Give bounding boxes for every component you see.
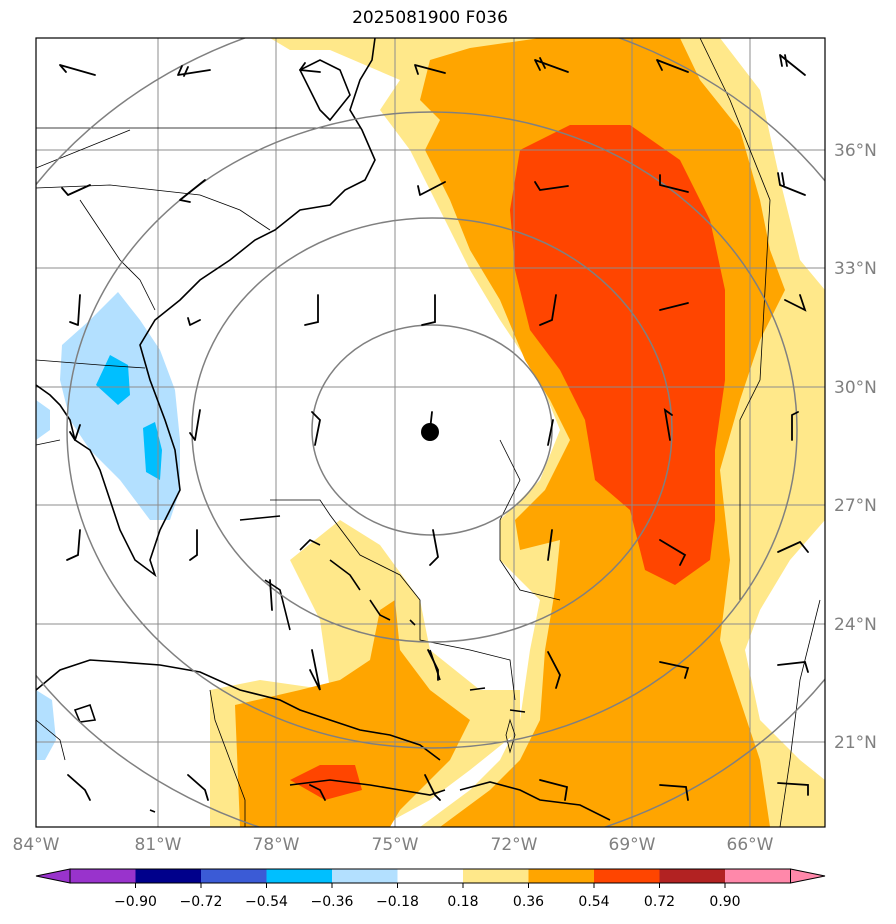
- colorbar-swatch: [463, 869, 529, 883]
- map-plot-area: [36, 38, 825, 827]
- lon-tick-label: 84°W: [13, 835, 60, 855]
- colorbar-label: 0.90: [709, 894, 740, 910]
- colorbar-swatch: [659, 869, 725, 883]
- colorbar-label: −0.18: [376, 894, 419, 910]
- lon-tick-label: 72°W: [491, 835, 538, 855]
- colorbar-label: −0.36: [311, 894, 354, 910]
- colorbar-swatch: [397, 869, 463, 883]
- colorbar-under-triangle: [35, 868, 71, 884]
- colorbar-label: −0.90: [114, 894, 157, 910]
- lat-tick-labels: 36°N 33°N 30°N 27°N 24°N 21°N: [834, 141, 877, 753]
- anomaly-0.54-fill: [290, 125, 725, 800]
- colorbar-label: −0.54: [245, 894, 288, 910]
- colorbar-swatch: [528, 869, 594, 883]
- colorbar-label: 0.36: [513, 894, 544, 910]
- colorbar-swatch: [594, 869, 660, 883]
- lat-tick-label: 33°N: [834, 259, 877, 279]
- colorbar-label: −0.72: [180, 894, 223, 910]
- colorbar-swatch: [70, 869, 136, 883]
- map-title: 2025081900 F036: [352, 8, 508, 28]
- lat-tick-label: 21°N: [834, 733, 877, 753]
- colorbar-over-triangle: [790, 868, 826, 884]
- anomaly-negative-fill: [36, 292, 180, 760]
- state-borders: [36, 38, 821, 827]
- lon-tick-label: 66°W: [727, 835, 774, 855]
- lat-tick-label: 30°N: [834, 378, 877, 398]
- lon-tick-labels: 84°W 81°W 78°W 75°W 72°W 69°W 66°W: [13, 835, 774, 855]
- colorbar-swatch: [332, 869, 398, 883]
- colorbar-label: 0.54: [578, 894, 609, 910]
- lat-tick-label: 36°N: [834, 141, 877, 161]
- gridlines: [36, 38, 825, 827]
- colorbar-swatch: [201, 869, 267, 883]
- lon-tick-label: 78°W: [253, 835, 300, 855]
- lat-tick-label: 27°N: [834, 496, 877, 516]
- colorbar-label: 0.72: [644, 894, 675, 910]
- lat-tick-label: 24°N: [834, 615, 877, 635]
- colorbar-swatch: [266, 869, 332, 883]
- wind-barbs: [59, 54, 809, 801]
- colorbar-swatch: [725, 869, 791, 883]
- lon-tick-label: 75°W: [372, 835, 419, 855]
- lon-tick-label: 81°W: [135, 835, 182, 855]
- map-frame: [35, 37, 826, 828]
- colorbar-label: 0.18: [447, 894, 478, 910]
- colorbar: −0.90 −0.72 −0.54 −0.36 −0.18 0.18 0.36 …: [35, 868, 826, 910]
- storm-center-dot: [421, 423, 439, 441]
- lon-tick-label: 69°W: [609, 835, 656, 855]
- colorbar-swatch: [135, 869, 201, 883]
- range-rings: [36, 38, 825, 827]
